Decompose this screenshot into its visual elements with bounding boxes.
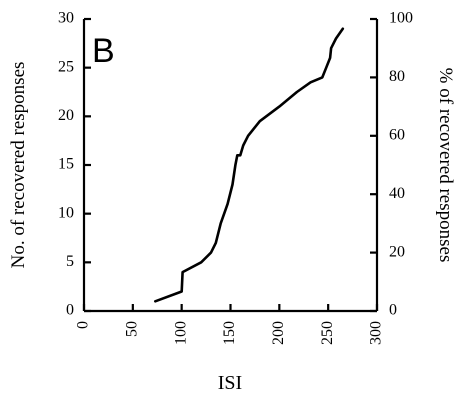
x-tick-label: 0 (75, 321, 92, 329)
x-tick-label: 300 (368, 321, 385, 345)
y2-tick-label: 60 (389, 126, 405, 143)
y2-tick-label: 0 (389, 302, 397, 319)
x-tick-label: 250 (319, 321, 336, 345)
x-axis-label: ISI (218, 372, 242, 394)
x-tick-label: 200 (270, 321, 287, 345)
y-tick-label: 15 (58, 156, 74, 173)
y2-tick-label: 80 (389, 68, 405, 85)
x-tick-label: 150 (221, 321, 238, 345)
y-tick-label: 20 (58, 107, 74, 124)
y-axis-label: No. of recovered responses (8, 62, 29, 269)
plot-frame (82, 19, 379, 313)
x-tick-label: 50 (124, 321, 141, 337)
y-tick-label: 30 (58, 10, 74, 27)
y2-axis-label: % of recovered responses (435, 68, 456, 263)
y-tick-label: 0 (66, 302, 74, 319)
y2-tick-label: 100 (389, 10, 413, 27)
series-line (154, 27, 345, 303)
y-ticks: 0 5 10 15 20 25 30 (58, 10, 91, 319)
x-ticks: 0 50 100 150 200 250 300 (75, 304, 385, 345)
panel-label: B (92, 32, 115, 70)
y2-tick-label: 40 (389, 185, 405, 202)
y2-ticks: 0 20 40 60 80 100 (370, 10, 413, 319)
series-layer (154, 27, 345, 303)
y2-tick-label: 20 (389, 243, 405, 260)
y-tick-label: 25 (58, 58, 74, 75)
x-tick-label: 100 (172, 321, 189, 345)
y-tick-label: 10 (58, 204, 74, 221)
y-tick-label: 5 (66, 253, 74, 270)
